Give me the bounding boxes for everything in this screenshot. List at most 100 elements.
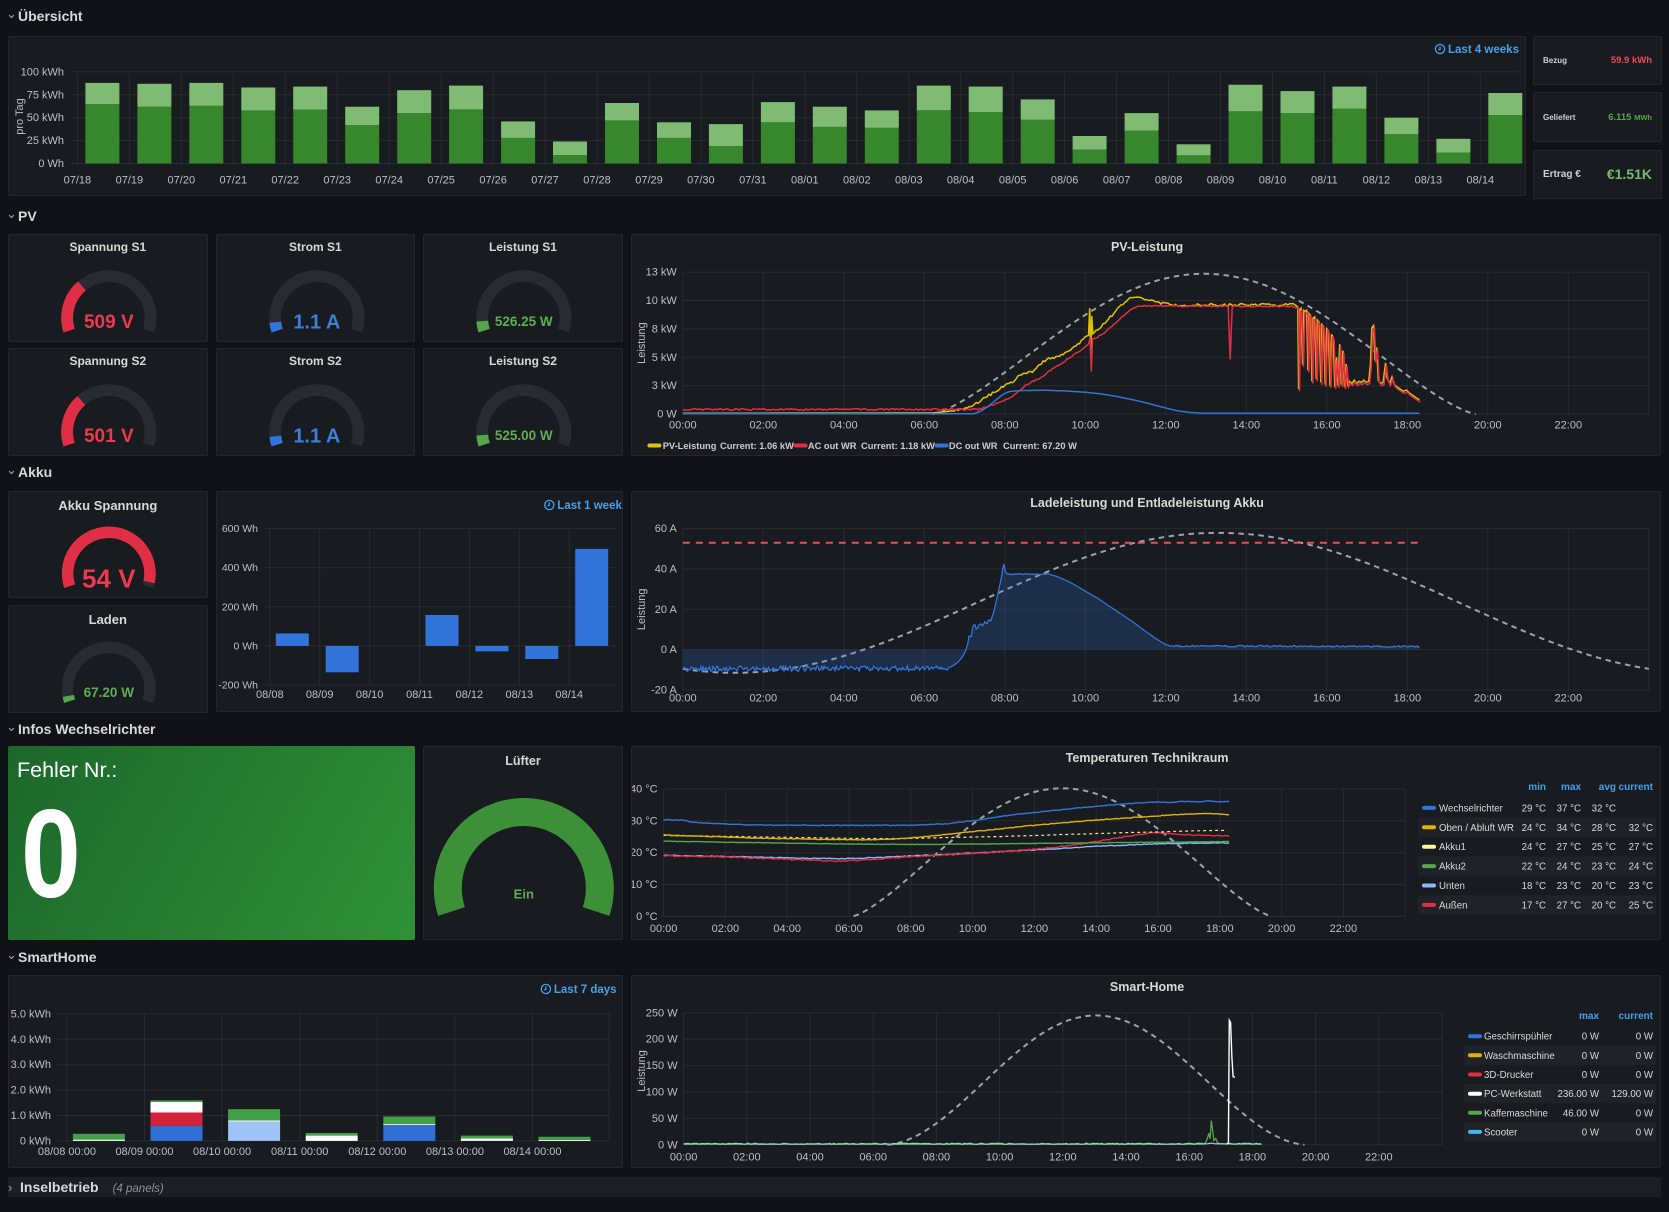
svg-text:08/01: 08/01 xyxy=(791,174,819,186)
svg-text:00:00: 00:00 xyxy=(670,1151,698,1163)
svg-text:0 Wh: 0 Wh xyxy=(233,640,258,652)
svg-text:04:00: 04:00 xyxy=(796,1151,824,1163)
svg-text:501 V: 501 V xyxy=(84,426,134,447)
svg-text:06:00: 06:00 xyxy=(910,692,938,704)
svg-text:08/14: 08/14 xyxy=(1467,174,1495,186)
svg-text:04:00: 04:00 xyxy=(830,419,858,431)
svg-text:18:00: 18:00 xyxy=(1239,1151,1267,1163)
svg-text:07/23: 07/23 xyxy=(323,174,351,186)
svg-text:Current: 1.06 kW: Current: 1.06 kW xyxy=(720,441,794,451)
svg-text:06:00: 06:00 xyxy=(835,923,863,935)
svg-text:10:00: 10:00 xyxy=(1071,419,1099,431)
svg-text:20 °C: 20 °C xyxy=(1592,881,1616,892)
svg-text:16:00: 16:00 xyxy=(1313,692,1341,704)
svg-text:Current: 1.18 kW: Current: 1.18 kW xyxy=(861,441,935,451)
svg-text:Unten: Unten xyxy=(1439,881,1465,892)
svg-text:Leistung: Leistung xyxy=(636,1050,648,1092)
svg-text:AC out WR: AC out WR xyxy=(808,441,857,451)
svg-text:5.0 kWh: 5.0 kWh xyxy=(11,1008,51,1020)
svg-text:Leistung: Leistung xyxy=(636,322,648,364)
svg-text:25 °C: 25 °C xyxy=(1629,900,1653,911)
svg-text:14:00: 14:00 xyxy=(1082,923,1110,935)
svg-text:1.0 kWh: 1.0 kWh xyxy=(11,1110,51,1122)
svg-text:20:00: 20:00 xyxy=(1474,419,1502,431)
svg-text:14:00: 14:00 xyxy=(1112,1151,1140,1163)
svg-text:Ein: Ein xyxy=(514,887,534,902)
svg-text:32 °C: 32 °C xyxy=(1592,803,1616,814)
svg-text:07/31: 07/31 xyxy=(739,174,767,186)
svg-text:current: current xyxy=(1618,782,1653,793)
svg-text:Waschmaschine: Waschmaschine xyxy=(1484,1050,1555,1061)
svg-text:12:00: 12:00 xyxy=(1021,923,1049,935)
svg-text:07/20: 07/20 xyxy=(168,174,196,186)
svg-text:04:00: 04:00 xyxy=(773,923,801,935)
svg-text:07/29: 07/29 xyxy=(635,174,663,186)
svg-text:0 kWh: 0 kWh xyxy=(20,1135,51,1147)
svg-text:Außen: Außen xyxy=(1439,900,1468,911)
svg-text:34 °C: 34 °C xyxy=(1557,823,1581,834)
svg-text:07/27: 07/27 xyxy=(531,174,559,186)
svg-text:Last 4 weeks: Last 4 weeks xyxy=(1448,44,1519,56)
svg-text:27 °C: 27 °C xyxy=(1557,900,1581,911)
svg-text:22:00: 22:00 xyxy=(1330,923,1358,935)
svg-text:08/14 00:00: 08/14 00:00 xyxy=(503,1145,561,1157)
svg-text:5 kW: 5 kW xyxy=(652,351,678,363)
svg-text:07/21: 07/21 xyxy=(220,174,248,186)
svg-text:20:00: 20:00 xyxy=(1268,923,1296,935)
svg-text:10 kW: 10 kW xyxy=(646,295,678,307)
svg-text:67.20 W: 67.20 W xyxy=(84,685,135,700)
svg-text:08/03: 08/03 xyxy=(895,174,923,186)
svg-text:14:00: 14:00 xyxy=(1232,692,1260,704)
svg-text:25 kWh: 25 kWh xyxy=(27,135,64,147)
svg-text:200 Wh: 200 Wh xyxy=(221,601,257,613)
svg-text:Akku2: Akku2 xyxy=(1439,862,1466,873)
svg-text:18:00: 18:00 xyxy=(1393,419,1421,431)
svg-text:14:00: 14:00 xyxy=(1232,419,1260,431)
svg-text:3.0 kWh: 3.0 kWh xyxy=(11,1059,51,1071)
svg-text:22:00: 22:00 xyxy=(1554,692,1582,704)
svg-text:0 W: 0 W xyxy=(1636,1127,1654,1138)
svg-text:23 °C: 23 °C xyxy=(1557,881,1581,892)
svg-text:23 °C: 23 °C xyxy=(1629,881,1653,892)
svg-text:Geschirrspühler: Geschirrspühler xyxy=(1484,1031,1553,1042)
svg-text:Wechselrichter: Wechselrichter xyxy=(1439,803,1504,814)
svg-text:60 A: 60 A xyxy=(655,523,678,535)
svg-text:3D-Drucker: 3D-Drucker xyxy=(1484,1070,1534,1081)
svg-text:150 W: 150 W xyxy=(646,1060,678,1072)
svg-text:20 °C: 20 °C xyxy=(632,847,658,859)
svg-text:06:00: 06:00 xyxy=(910,419,938,431)
svg-text:0 W: 0 W xyxy=(1636,1070,1654,1081)
svg-text:27 °C: 27 °C xyxy=(1557,842,1581,853)
svg-text:08/12: 08/12 xyxy=(455,689,483,701)
svg-text:08/13 00:00: 08/13 00:00 xyxy=(426,1145,484,1157)
svg-text:0 W: 0 W xyxy=(1582,1031,1600,1042)
svg-text:0 W: 0 W xyxy=(658,1139,678,1151)
svg-text:24 °C: 24 °C xyxy=(1629,862,1653,873)
svg-text:30 °C: 30 °C xyxy=(632,815,658,827)
svg-text:08/09: 08/09 xyxy=(1207,174,1235,186)
svg-text:08/06: 08/06 xyxy=(1051,174,1079,186)
svg-text:02:00: 02:00 xyxy=(749,419,777,431)
svg-text:08/07: 08/07 xyxy=(1103,174,1131,186)
svg-text:0 W: 0 W xyxy=(657,408,677,420)
svg-text:20:00: 20:00 xyxy=(1474,692,1502,704)
svg-text:10:00: 10:00 xyxy=(986,1151,1014,1163)
svg-text:PC-Werkstatt: PC-Werkstatt xyxy=(1484,1089,1542,1100)
svg-text:08/14: 08/14 xyxy=(555,689,583,701)
svg-text:0 Wh: 0 Wh xyxy=(38,158,64,170)
svg-text:1.1 A: 1.1 A xyxy=(293,425,340,447)
svg-text:Temperaturen Technikraum: Temperaturen Technikraum xyxy=(1066,751,1229,765)
svg-text:8 kW: 8 kW xyxy=(652,323,678,335)
svg-text:avg: avg xyxy=(1599,782,1616,793)
svg-text:04:00: 04:00 xyxy=(830,692,858,704)
svg-text:37 °C: 37 °C xyxy=(1557,803,1581,814)
svg-text:08:00: 08:00 xyxy=(991,692,1019,704)
svg-text:526.25 W: 526.25 W xyxy=(495,314,553,329)
svg-text:0 W: 0 W xyxy=(1582,1050,1600,1061)
svg-text:08/08: 08/08 xyxy=(1155,174,1183,186)
svg-text:Smart-Home: Smart-Home xyxy=(1110,980,1184,994)
svg-text:0 A: 0 A xyxy=(661,644,678,656)
svg-text:08/11 00:00: 08/11 00:00 xyxy=(271,1145,328,1157)
svg-text:16:00: 16:00 xyxy=(1144,923,1172,935)
svg-text:08/10: 08/10 xyxy=(1259,174,1287,186)
